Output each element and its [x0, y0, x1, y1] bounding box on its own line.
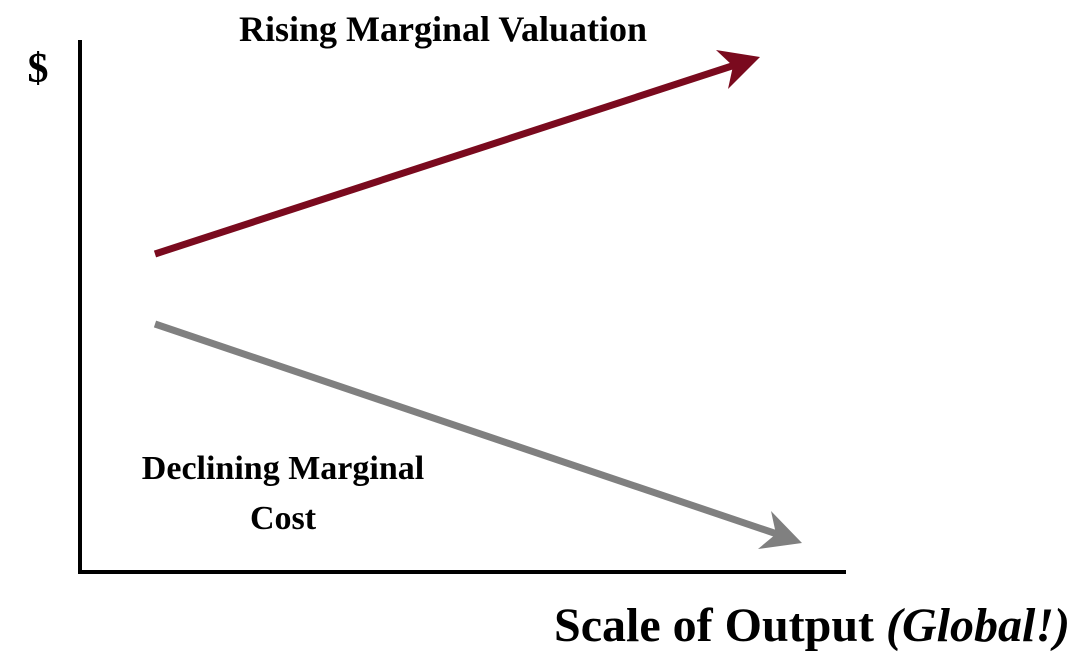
x-axis-label: Scale of Output (Global!): [554, 599, 1070, 652]
lower-label-line: Declining Marginal: [142, 450, 424, 487]
lower-label-line: Cost: [250, 500, 317, 537]
x-axis-label-main: Scale of Output: [554, 599, 874, 652]
declining-arrow-shaft: [153, 320, 779, 538]
x-axis-label-emphasis: (Global!): [886, 599, 1070, 652]
declining-arrow-head: [758, 511, 802, 549]
rising-arrow-head: [716, 50, 760, 89]
title: Rising Marginal Valuation: [239, 9, 647, 49]
y-axis-label: $: [28, 46, 49, 92]
rising-arrow-shaft: [153, 61, 737, 258]
